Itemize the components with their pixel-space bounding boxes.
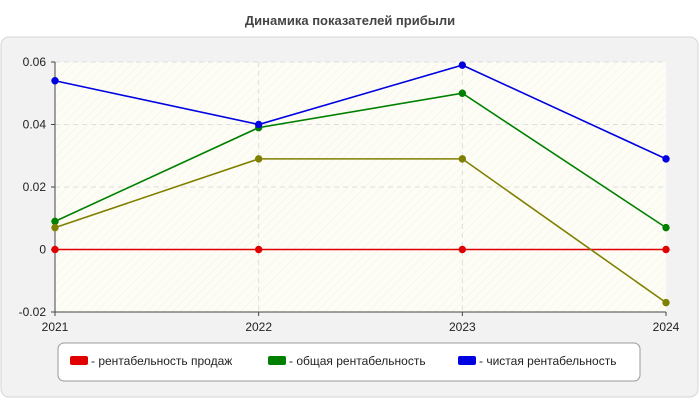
series-0-point (51, 245, 59, 254)
series-0-point (458, 245, 467, 254)
series-2-point (51, 77, 59, 85)
y-tick-label: 0.06 (23, 55, 47, 69)
legend-swatch-0 (70, 356, 88, 365)
legend-label-0: - рентабельность продаж (91, 354, 232, 368)
series-1-point (458, 89, 467, 97)
series-0-point (254, 245, 263, 254)
y-tick-label: 0 (39, 243, 46, 257)
x-tick-label: 2023 (449, 320, 476, 334)
y-tick-label: 0.04 (23, 118, 47, 132)
series (51, 61, 670, 307)
legend-swatch-2 (458, 356, 476, 365)
legend-box (57, 342, 641, 382)
legend: - рентабельность продаж - общая рентабель… (57, 342, 641, 382)
x-tick-label: 2024 (653, 320, 680, 334)
series-line-2 (54, 64, 667, 160)
x-tick-label: 2022 (245, 320, 272, 334)
series-1-point (51, 217, 59, 226)
y-tick-label: -0.02 (19, 305, 47, 319)
series-2-point (254, 120, 263, 129)
series-2-point (458, 61, 467, 69)
series-line-3 (54, 158, 667, 304)
series-3-point (254, 155, 263, 163)
series-1-point (662, 223, 670, 232)
series-3-point (51, 223, 59, 232)
series-2-point (662, 155, 670, 163)
y-tick-label: 0.02 (23, 180, 47, 194)
x-tick-label: 2021 (42, 320, 69, 334)
series-3-point (662, 298, 670, 307)
series-3-point (458, 155, 467, 163)
legend-swatch-1 (268, 356, 286, 365)
series-line-1 (54, 92, 667, 229)
series-0-point (662, 245, 670, 254)
legend-label-2: - чистая рентабельность (479, 354, 616, 368)
chart-title: Динамика показателей прибыли (245, 13, 455, 28)
legend-label-1: - общая рентабельность (289, 354, 426, 368)
